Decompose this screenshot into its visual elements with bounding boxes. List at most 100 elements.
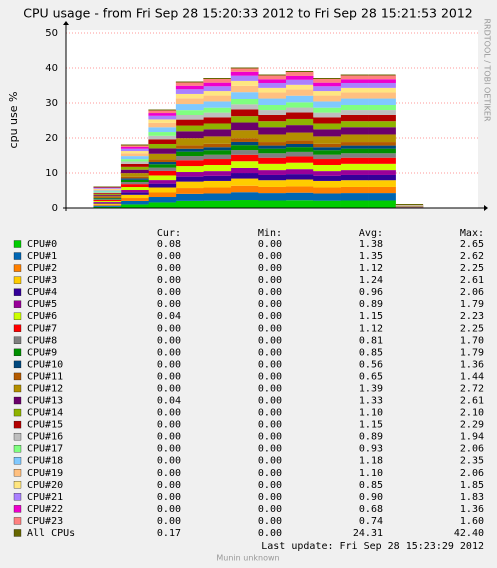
legend-swatch [13,445,22,453]
area-segment [368,163,396,171]
area-segment [313,175,341,181]
area-segment [368,174,396,181]
area-segment [230,178,259,186]
area-segment [203,193,232,201]
area-segment [175,125,204,132]
legend-value: 0.00 [258,335,282,346]
area-segment [230,99,259,105]
area-segment [285,71,314,76]
area-segment [203,95,232,102]
legend-value: 1.36 [460,504,484,515]
legend-value: 0.00 [157,492,181,503]
area-segment [148,143,177,149]
area-segment [313,86,341,92]
area-segment [203,143,232,148]
area-segment [230,104,259,110]
area-segment [368,148,396,154]
area-segment [368,75,396,80]
area-segment [340,186,369,194]
area-segment [340,82,369,88]
area-segment [230,92,259,100]
area-segment [120,148,149,152]
legend-value: 0.00 [258,420,282,431]
area-segment [93,195,122,197]
legend-value: 0.00 [157,444,181,455]
area-segment [93,192,122,194]
y-axis-label: cpu use % [7,92,20,149]
area-segment [175,156,204,161]
area-segment [203,200,232,208]
area-segment [258,98,287,105]
legend-name: CPU#3 [27,275,57,286]
legend-value: 2.10 [460,408,484,419]
area-segment [93,202,122,204]
area-segment [175,193,204,201]
legend-name: CPU#0 [27,239,57,250]
area-segment [120,192,149,195]
area-segment [203,86,232,92]
area-segment [285,151,314,157]
area-segment [340,157,369,164]
area-segment [120,146,149,149]
area-segment [120,178,149,180]
legend-value: 0.00 [258,311,282,322]
area-segment [230,192,259,201]
legend-value: 2.65 [460,239,484,250]
legend-value: 0.00 [157,420,181,431]
legend-name: CPU#1 [27,251,57,262]
area-segment [230,145,259,151]
legend-swatch [13,420,22,429]
area-segment [148,132,177,136]
area-segment [175,81,204,86]
area-segment [258,157,287,164]
legend-value: 0.00 [258,516,282,527]
legend-value: 1.38 [359,239,383,250]
legend-value: 0.00 [258,347,282,358]
legend-value: 0.04 [157,311,181,322]
legend-value: 0.00 [258,492,282,503]
area-segment [148,122,177,128]
area-segment [313,147,341,151]
area-segment [148,170,177,176]
area-segment [148,159,177,163]
area-segment [285,132,314,141]
area-segment [230,71,259,76]
area-segment [313,123,341,130]
area-segment [340,92,369,99]
area-segment [230,154,259,162]
legend-value: 0.93 [359,444,383,455]
legend-value: 2.62 [460,251,484,262]
legend-value: 2.06 [460,444,484,455]
area-segment [313,91,341,96]
legend-swatch [13,408,22,417]
legend-value: 1.10 [359,468,383,479]
area-segment [148,192,177,198]
area-segment [230,138,259,142]
area-segment [230,185,259,193]
legend-value: 2.25 [460,323,484,334]
area-segment [285,89,314,96]
legend-value: 0.00 [157,456,181,467]
legend-value: 0.00 [258,371,282,382]
area-segment [340,110,369,115]
area-segment [368,180,396,187]
area-segment [313,200,341,208]
area-segment [313,171,341,176]
legend-swatch [13,336,22,344]
legend-name: CPU#7 [27,323,57,334]
area-segment [120,159,149,162]
y-tick-label: 40 [45,63,58,74]
legend-value: 1.12 [359,263,383,274]
legend-value: 0.00 [157,504,181,515]
area-segment [340,174,369,181]
area-segment [340,75,369,80]
legend-value: 0.00 [157,371,181,382]
area-segment [313,117,341,124]
legend-value: 0.00 [157,335,181,346]
area-segment [285,102,314,108]
area-segment [258,79,287,83]
area-segment [340,180,369,187]
chart-title: CPU usage - from Fri Sep 28 15:20:33 201… [23,6,473,21]
area-segment [203,91,232,96]
area-segment [203,171,232,176]
